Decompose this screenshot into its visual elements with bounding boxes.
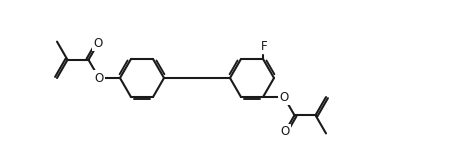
Text: O: O	[94, 71, 104, 84]
Text: O: O	[279, 91, 288, 104]
Text: F: F	[261, 40, 267, 53]
Text: O: O	[280, 125, 290, 138]
Text: O: O	[93, 37, 103, 50]
